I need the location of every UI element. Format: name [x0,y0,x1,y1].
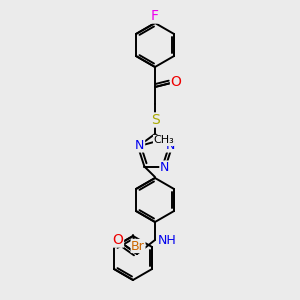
Text: CH₃: CH₃ [154,135,174,146]
Text: N: N [135,139,145,152]
Text: N: N [165,139,175,152]
Text: O: O [112,233,123,247]
Text: NH: NH [158,233,176,247]
Text: O: O [171,75,182,89]
Text: S: S [152,113,160,127]
Text: N: N [160,161,169,174]
Text: F: F [151,9,159,23]
Text: Br: Br [131,239,145,253]
